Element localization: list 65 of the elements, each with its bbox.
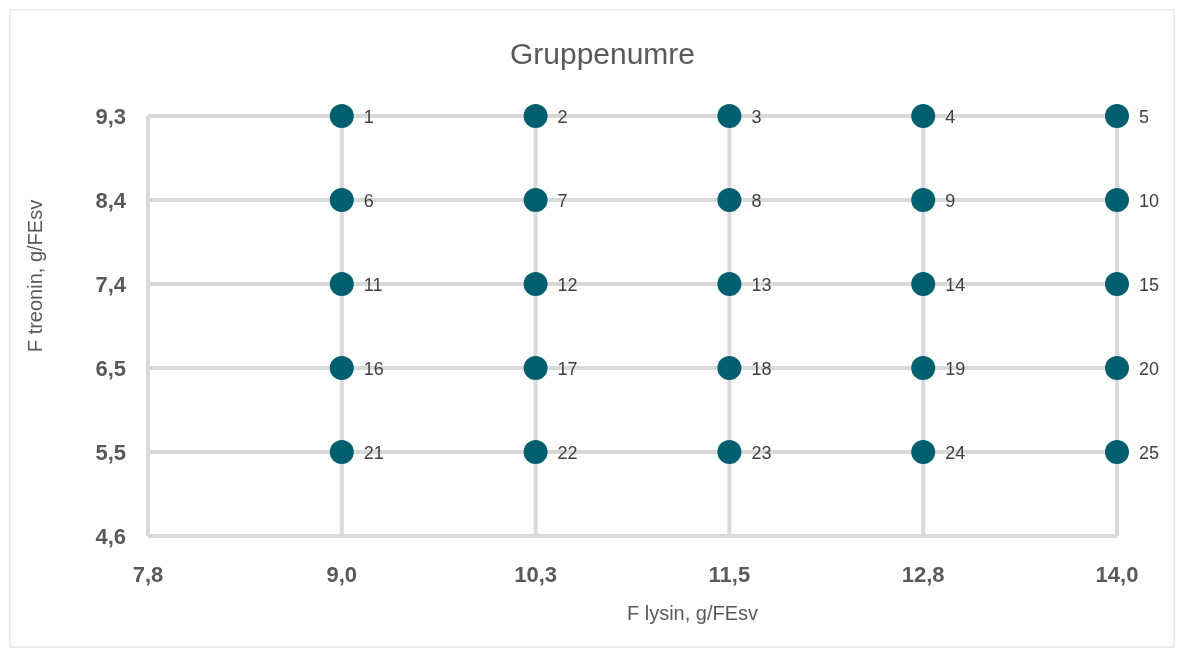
point [1105, 104, 1129, 128]
annotation: 8 [751, 191, 762, 211]
point [329, 356, 354, 380]
chart-title: Gruppenumre [509, 37, 696, 70]
y-tick-label: 9,3 [95, 104, 126, 129]
point [717, 440, 742, 464]
annotation: 14 [945, 275, 966, 295]
point [1105, 356, 1129, 380]
x-tick-label: 14,0 [1095, 562, 1139, 587]
point [523, 356, 548, 380]
annotation: 16 [363, 359, 384, 379]
annotation: 7 [557, 191, 568, 211]
annotation: 10 [1139, 191, 1160, 211]
annotation: 4 [945, 107, 956, 127]
y-tick-label: 4,6 [95, 524, 126, 549]
x-tick-label: 7,8 [132, 562, 164, 587]
annotation: 13 [751, 275, 772, 295]
point [717, 356, 742, 380]
annotation: 25 [1139, 443, 1160, 463]
point [523, 272, 548, 296]
x-tick-label: 11,5 [708, 562, 751, 587]
annotation: 15 [1139, 275, 1160, 295]
y-tick-label: 6,5 [95, 356, 126, 381]
y-tick-label: 8,4 [95, 188, 127, 213]
point [911, 104, 936, 128]
point [911, 188, 936, 212]
point [717, 272, 742, 296]
annotation: 5 [1139, 107, 1150, 127]
y-tick-label: 5,5 [95, 440, 126, 465]
point [911, 440, 936, 464]
annotation: 12 [557, 275, 578, 295]
annotation: 24 [945, 443, 966, 463]
point [329, 272, 354, 296]
point [1105, 272, 1129, 296]
point [911, 272, 936, 296]
point [523, 440, 548, 464]
annotation: 6 [363, 191, 374, 211]
point [1105, 188, 1129, 212]
point [717, 188, 742, 212]
annotation: 19 [945, 359, 966, 379]
x-tick-label: 12,8 [901, 562, 945, 587]
annotation: 17 [557, 359, 578, 379]
y-axis-title: F treonin, g/FEsv [24, 199, 46, 353]
point [717, 104, 742, 128]
x-tick-label: 10,3 [514, 562, 558, 587]
x-tick-label: 9,0 [326, 562, 358, 587]
annotation: 2 [557, 107, 568, 127]
y-tick-label: 7,4 [95, 272, 127, 297]
annotation: 11 [363, 275, 383, 295]
point [1105, 440, 1129, 464]
point [329, 188, 354, 212]
point [523, 188, 548, 212]
annotation: 18 [751, 359, 772, 379]
annotation: 22 [557, 443, 578, 463]
point [911, 356, 936, 380]
annotation: 23 [751, 443, 772, 463]
x-axis-title: F lysin, g/FEsv [626, 602, 759, 624]
annotation: 21 [363, 443, 384, 463]
annotation: 3 [751, 107, 762, 127]
annotation: 9 [945, 191, 956, 211]
annotation: 1 [363, 107, 374, 127]
point [523, 104, 548, 128]
annotation: 20 [1139, 359, 1160, 379]
point [329, 104, 354, 128]
point [329, 440, 354, 464]
